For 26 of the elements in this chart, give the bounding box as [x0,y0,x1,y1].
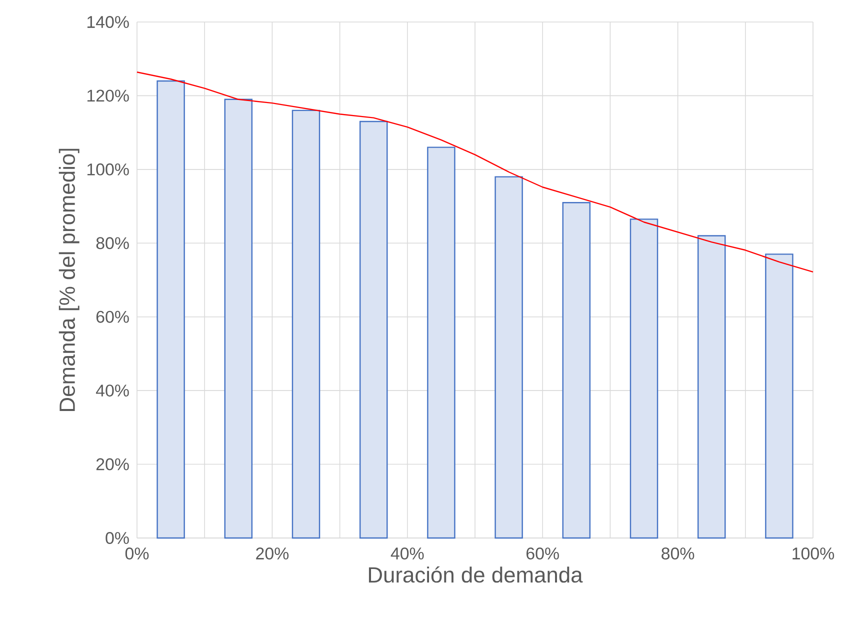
bar [562,202,591,539]
y-tick-label: 100% [87,163,129,176]
x-tick-label: 20% [256,547,289,560]
x-tick-label: 80% [662,547,694,560]
bar [697,235,726,539]
bar [224,98,253,539]
bar [292,110,320,539]
y-tick-label: 120% [87,90,129,102]
y-tick-label: 140% [87,16,129,28]
y-tick-label: 40% [96,384,129,397]
x-tick-label: 100% [792,547,834,560]
bar [630,218,658,539]
y-tick-label: 60% [96,310,129,323]
x-axis-title: Duración de demanda [368,566,583,583]
x-tick-label: 0% [125,547,149,560]
bar [156,80,185,539]
y-axis-title: Demanda [% del promedio] [58,148,80,411]
y-tick-label: 0% [106,532,129,544]
bar [359,120,388,539]
bar [494,176,523,539]
y-tick-label: 80% [96,237,129,250]
bar [427,146,456,539]
x-tick-label: 40% [390,547,424,560]
x-tick-label: 60% [526,547,559,560]
bar [765,254,794,539]
y-tick-label: 20% [96,458,129,470]
